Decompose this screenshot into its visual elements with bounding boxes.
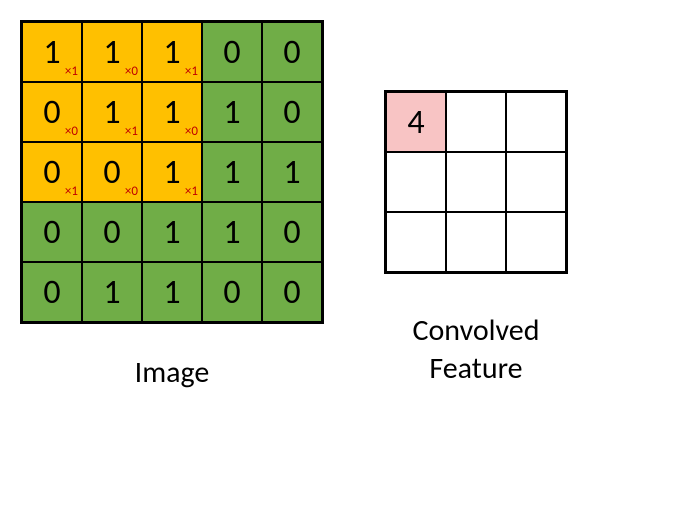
cell-value: 0	[103, 152, 120, 193]
cell-value: 0	[283, 212, 300, 253]
image-cell: 0 ×0	[82, 142, 142, 202]
cell-value: 1	[43, 32, 60, 73]
kernel-multiplier: ×0	[125, 184, 138, 199]
image-cell: 0	[202, 22, 262, 82]
image-cell: 0 ×0	[22, 82, 82, 142]
kernel-multiplier: ×1	[65, 184, 78, 199]
output-cell	[446, 152, 506, 212]
cell-value: 1	[103, 92, 120, 133]
cell-value: 0	[43, 272, 60, 313]
image-cell: 0	[262, 262, 322, 322]
image-cell: 1 ×0	[142, 82, 202, 142]
kernel-multiplier: ×0	[65, 124, 78, 139]
image-cell: 0	[82, 202, 142, 262]
output-cell	[446, 212, 506, 272]
image-cell: 0	[262, 22, 322, 82]
cell-value: 4	[407, 102, 424, 143]
image-cell: 1	[262, 142, 322, 202]
output-cell	[506, 152, 566, 212]
image-cell: 1	[142, 202, 202, 262]
image-cell: 0	[262, 202, 322, 262]
cell-value: 0	[43, 92, 60, 133]
image-cell: 1	[202, 202, 262, 262]
output-cell: 4	[386, 92, 446, 152]
cell-value: 0	[43, 212, 60, 253]
kernel-multiplier: ×1	[125, 124, 138, 139]
cell-value: 1	[223, 152, 240, 193]
image-grid: 1×11×01×1000×01×11×0100×10×01×1110011001…	[20, 20, 324, 324]
image-cell: 1	[202, 142, 262, 202]
cell-value: 1	[163, 152, 180, 193]
output-cell	[446, 92, 506, 152]
kernel-multiplier: ×1	[185, 184, 198, 199]
image-cell: 1 ×1	[22, 22, 82, 82]
cell-value: 1	[163, 212, 180, 253]
output-cell	[506, 92, 566, 152]
image-cell: 1 ×1	[82, 82, 142, 142]
image-cell: 0	[202, 262, 262, 322]
cell-value: 0	[103, 212, 120, 253]
cell-value: 1	[163, 32, 180, 73]
cell-value: 0	[283, 32, 300, 73]
output-cell	[386, 152, 446, 212]
image-cell: 0	[262, 82, 322, 142]
image-cell: 0 ×1	[22, 142, 82, 202]
cell-value: 0	[223, 32, 240, 73]
kernel-multiplier: ×0	[125, 64, 138, 79]
image-section: 1×11×01×1000×01×11×0100×10×01×1110011001…	[20, 20, 324, 392]
output-cell	[506, 212, 566, 272]
cell-value: 1	[103, 32, 120, 73]
image-cell: 0	[22, 262, 82, 322]
image-cell: 1 ×1	[142, 142, 202, 202]
cell-value: 0	[223, 272, 240, 313]
image-cell: 1	[142, 262, 202, 322]
output-cell	[386, 212, 446, 272]
image-cell: 0	[22, 202, 82, 262]
image-cell: 1	[82, 262, 142, 322]
image-cell: 1	[202, 82, 262, 142]
diagram-container: 1×11×01×1000×01×11×0100×10×01×1110011001…	[20, 20, 679, 392]
kernel-multiplier: ×1	[185, 64, 198, 79]
output-label: ConvolvedFeature	[412, 312, 539, 387]
cell-value: 0	[283, 92, 300, 133]
cell-value: 1	[163, 92, 180, 133]
cell-value: 1	[223, 92, 240, 133]
cell-value: 0	[283, 272, 300, 313]
output-grid: 4	[384, 90, 568, 274]
cell-value: 1	[163, 272, 180, 313]
cell-value: 0	[43, 152, 60, 193]
cell-value: 1	[283, 152, 300, 193]
image-cell: 1 ×1	[142, 22, 202, 82]
kernel-multiplier: ×1	[65, 64, 78, 79]
kernel-multiplier: ×0	[185, 124, 198, 139]
image-label: Image	[135, 354, 210, 392]
output-section: 4 ConvolvedFeature	[384, 20, 568, 387]
cell-value: 1	[223, 212, 240, 253]
image-cell: 1 ×0	[82, 22, 142, 82]
cell-value: 1	[103, 272, 120, 313]
